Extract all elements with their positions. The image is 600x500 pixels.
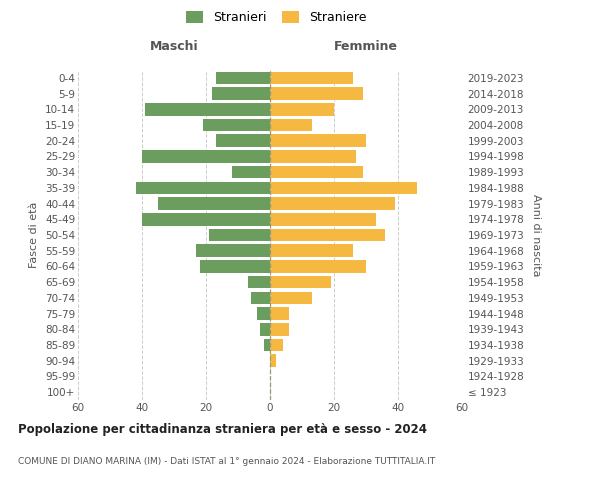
- Bar: [200, 260, 270, 272]
- Bar: [257, 308, 270, 320]
- Text: Popolazione per cittadinanza straniera per età e sesso - 2024: Popolazione per cittadinanza straniera p…: [18, 422, 427, 436]
- Bar: [270, 213, 376, 226]
- Bar: [270, 88, 363, 100]
- Bar: [270, 118, 311, 132]
- Bar: [196, 244, 270, 257]
- Bar: [270, 292, 311, 304]
- Bar: [209, 228, 270, 241]
- Bar: [260, 323, 270, 336]
- Text: COMUNE DI DIANO MARINA (IM) - Dati ISTAT al 1° gennaio 2024 - Elaborazione TUTTI: COMUNE DI DIANO MARINA (IM) - Dati ISTAT…: [18, 458, 435, 466]
- Bar: [251, 292, 270, 304]
- Bar: [158, 198, 270, 210]
- Bar: [270, 134, 366, 147]
- Bar: [215, 134, 270, 147]
- Bar: [270, 260, 366, 272]
- Bar: [270, 103, 334, 116]
- Bar: [232, 166, 270, 178]
- Bar: [270, 198, 395, 210]
- Bar: [270, 338, 283, 351]
- Bar: [142, 150, 270, 162]
- Bar: [270, 166, 363, 178]
- Legend: Stranieri, Straniere: Stranieri, Straniere: [183, 8, 369, 26]
- Bar: [270, 308, 289, 320]
- Y-axis label: Anni di nascita: Anni di nascita: [531, 194, 541, 276]
- Bar: [212, 88, 270, 100]
- Bar: [270, 354, 277, 367]
- Bar: [263, 338, 270, 351]
- Bar: [203, 118, 270, 132]
- Bar: [215, 72, 270, 84]
- Text: Femmine: Femmine: [334, 40, 398, 54]
- Bar: [270, 182, 417, 194]
- Bar: [248, 276, 270, 288]
- Bar: [270, 72, 353, 84]
- Bar: [270, 323, 289, 336]
- Bar: [136, 182, 270, 194]
- Bar: [270, 276, 331, 288]
- Text: Maschi: Maschi: [149, 40, 199, 54]
- Bar: [270, 244, 353, 257]
- Bar: [270, 150, 356, 162]
- Y-axis label: Fasce di età: Fasce di età: [29, 202, 40, 268]
- Bar: [142, 213, 270, 226]
- Bar: [145, 103, 270, 116]
- Bar: [270, 228, 385, 241]
